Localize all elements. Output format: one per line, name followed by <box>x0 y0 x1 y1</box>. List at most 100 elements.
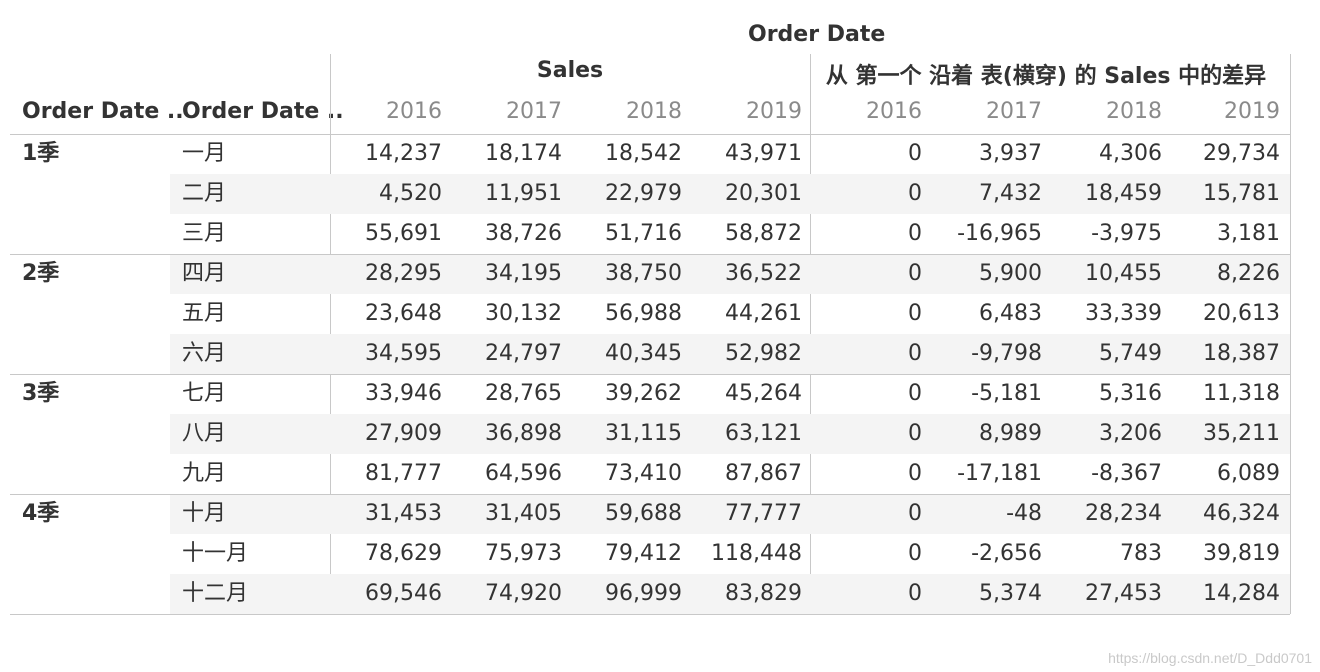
sales-cell[interactable]: 36,898 <box>485 421 562 446</box>
sales-cell[interactable]: 96,999 <box>605 581 682 606</box>
month-label[interactable]: 五月 <box>182 301 227 326</box>
difference-cell[interactable]: 7,432 <box>979 181 1042 206</box>
quarter-label[interactable]: 2季 <box>22 261 60 286</box>
year-header-sales-2018[interactable]: 2018 <box>626 99 682 124</box>
sales-cell[interactable]: 83,829 <box>725 581 802 606</box>
sales-cell[interactable]: 40,345 <box>605 341 682 366</box>
sales-cell[interactable]: 34,595 <box>365 341 442 366</box>
sales-cell[interactable]: 31,453 <box>365 501 442 526</box>
sales-cell[interactable]: 18,174 <box>485 141 562 166</box>
difference-cell[interactable]: 6,483 <box>979 301 1042 326</box>
difference-cell[interactable]: -9,798 <box>971 341 1042 366</box>
difference-cell[interactable]: 3,937 <box>979 141 1042 166</box>
sales-cell[interactable]: 43,971 <box>725 141 802 166</box>
sales-cell[interactable]: 58,872 <box>725 221 802 246</box>
sales-cell[interactable]: 11,951 <box>485 181 562 206</box>
quarter-label[interactable]: 1季 <box>22 141 60 166</box>
month-label[interactable]: 七月 <box>182 381 227 406</box>
month-label[interactable]: 八月 <box>182 421 227 446</box>
difference-cell[interactable]: 0 <box>908 461 922 486</box>
month-label[interactable]: 二月 <box>182 181 227 206</box>
table-row[interactable]: 五月 23,648 30,132 56,988 44,261 0 6,483 33,339 20… <box>10 294 1290 334</box>
difference-cell[interactable]: -8,367 <box>1091 461 1162 486</box>
table-row[interactable]: 三月 55,691 38,726 51,716 58,872 0 -16,965 -3,975… <box>10 214 1290 254</box>
difference-cell[interactable]: 8,989 <box>979 421 1042 446</box>
sales-cell[interactable]: 74,920 <box>485 581 562 606</box>
measure-header-sales[interactable]: Sales <box>536 58 604 83</box>
sales-cell[interactable]: 118,448 <box>711 541 802 566</box>
year-header-sales-2017[interactable]: 2017 <box>506 99 562 124</box>
sales-cell[interactable]: 38,750 <box>605 261 682 286</box>
sales-cell[interactable]: 30,132 <box>485 301 562 326</box>
difference-cell[interactable]: -48 <box>1006 501 1042 526</box>
sales-cell[interactable]: 23,648 <box>365 301 442 326</box>
row-header-month[interactable]: Order Date .. <box>182 99 344 124</box>
year-header-sales-2016[interactable]: 2016 <box>386 99 442 124</box>
year-header-diff-2019[interactable]: 2019 <box>1224 99 1280 124</box>
quarter-label[interactable]: 4季 <box>22 501 60 526</box>
difference-cell[interactable]: 4,306 <box>1099 141 1162 166</box>
year-header-diff-2018[interactable]: 2018 <box>1106 99 1162 124</box>
difference-cell[interactable]: 10,455 <box>1085 261 1162 286</box>
difference-cell[interactable]: 0 <box>908 421 922 446</box>
sales-cell[interactable]: 59,688 <box>605 501 682 526</box>
difference-cell[interactable]: -5,181 <box>971 381 1042 406</box>
year-header-diff-2017[interactable]: 2017 <box>986 99 1042 124</box>
sales-cell[interactable]: 87,867 <box>725 461 802 486</box>
difference-cell[interactable]: 5,316 <box>1099 381 1162 406</box>
difference-cell[interactable]: 11,318 <box>1203 381 1280 406</box>
difference-cell[interactable]: 0 <box>908 541 922 566</box>
sales-cell[interactable]: 75,973 <box>485 541 562 566</box>
difference-cell[interactable]: 18,459 <box>1085 181 1162 206</box>
difference-cell[interactable]: 0 <box>908 141 922 166</box>
difference-cell[interactable]: 46,324 <box>1203 501 1280 526</box>
sales-cell[interactable]: 22,979 <box>605 181 682 206</box>
sales-cell[interactable]: 51,716 <box>605 221 682 246</box>
sales-cell[interactable]: 31,115 <box>605 421 682 446</box>
difference-cell[interactable]: 6,089 <box>1217 461 1280 486</box>
table-row[interactable]: 3季 七月 33,946 28,765 39,262 45,264 0 -5,181 5,316… <box>10 374 1290 414</box>
difference-cell[interactable]: -3,975 <box>1091 221 1162 246</box>
month-label[interactable]: 四月 <box>182 261 227 286</box>
difference-cell[interactable]: 18,387 <box>1203 341 1280 366</box>
sales-cell[interactable]: 28,765 <box>485 381 562 406</box>
sales-cell[interactable]: 69,546 <box>365 581 442 606</box>
sales-cell[interactable]: 36,522 <box>725 261 802 286</box>
sales-cell[interactable]: 39,262 <box>605 381 682 406</box>
difference-cell[interactable]: 27,453 <box>1085 581 1162 606</box>
table-row[interactable]: 4季 十月 31,453 31,405 59,688 77,777 0 -48 28,234 46… <box>10 494 1290 534</box>
sales-cell[interactable]: 14,237 <box>365 141 442 166</box>
difference-cell[interactable]: 29,734 <box>1203 141 1280 166</box>
month-label[interactable]: 三月 <box>182 221 227 246</box>
table-row[interactable]: 1季 一月 14,237 18,174 18,542 43,971 0 3,937 4,306 2… <box>10 134 1290 174</box>
sales-cell[interactable]: 31,405 <box>485 501 562 526</box>
sales-cell[interactable]: 4,520 <box>379 181 442 206</box>
difference-cell[interactable]: 33,339 <box>1085 301 1162 326</box>
difference-cell[interactable]: 0 <box>908 261 922 286</box>
table-row[interactable]: 九月 81,777 64,596 73,410 87,867 0 -17,181 -8,367… <box>10 454 1290 494</box>
sales-cell[interactable]: 44,261 <box>725 301 802 326</box>
month-label[interactable]: 一月 <box>182 141 227 166</box>
sales-cell[interactable]: 20,301 <box>725 181 802 206</box>
difference-cell[interactable]: 15,781 <box>1203 181 1280 206</box>
sales-cell[interactable]: 34,195 <box>485 261 562 286</box>
sales-cell[interactable]: 27,909 <box>365 421 442 446</box>
sales-cell[interactable]: 81,777 <box>365 461 442 486</box>
difference-cell[interactable]: 5,749 <box>1099 341 1162 366</box>
difference-cell[interactable]: 3,206 <box>1099 421 1162 446</box>
table-row[interactable]: 六月 34,595 24,797 40,345 52,982 0 -9,798 5,749 18… <box>10 334 1290 374</box>
month-label[interactable]: 十二月 <box>182 581 249 606</box>
difference-cell[interactable]: 0 <box>908 221 922 246</box>
difference-cell[interactable]: 0 <box>908 301 922 326</box>
month-label[interactable]: 十月 <box>182 501 227 526</box>
difference-cell[interactable]: 28,234 <box>1085 501 1162 526</box>
difference-cell[interactable]: 0 <box>908 341 922 366</box>
sales-cell[interactable]: 38,726 <box>485 221 562 246</box>
difference-cell[interactable]: -16,965 <box>957 221 1042 246</box>
month-label[interactable]: 九月 <box>182 461 227 486</box>
difference-cell[interactable]: 5,374 <box>979 581 1042 606</box>
sales-cell[interactable]: 45,264 <box>725 381 802 406</box>
sales-cell[interactable]: 55,691 <box>365 221 442 246</box>
difference-cell[interactable]: 14,284 <box>1203 581 1280 606</box>
quarter-label[interactable]: 3季 <box>22 381 60 406</box>
